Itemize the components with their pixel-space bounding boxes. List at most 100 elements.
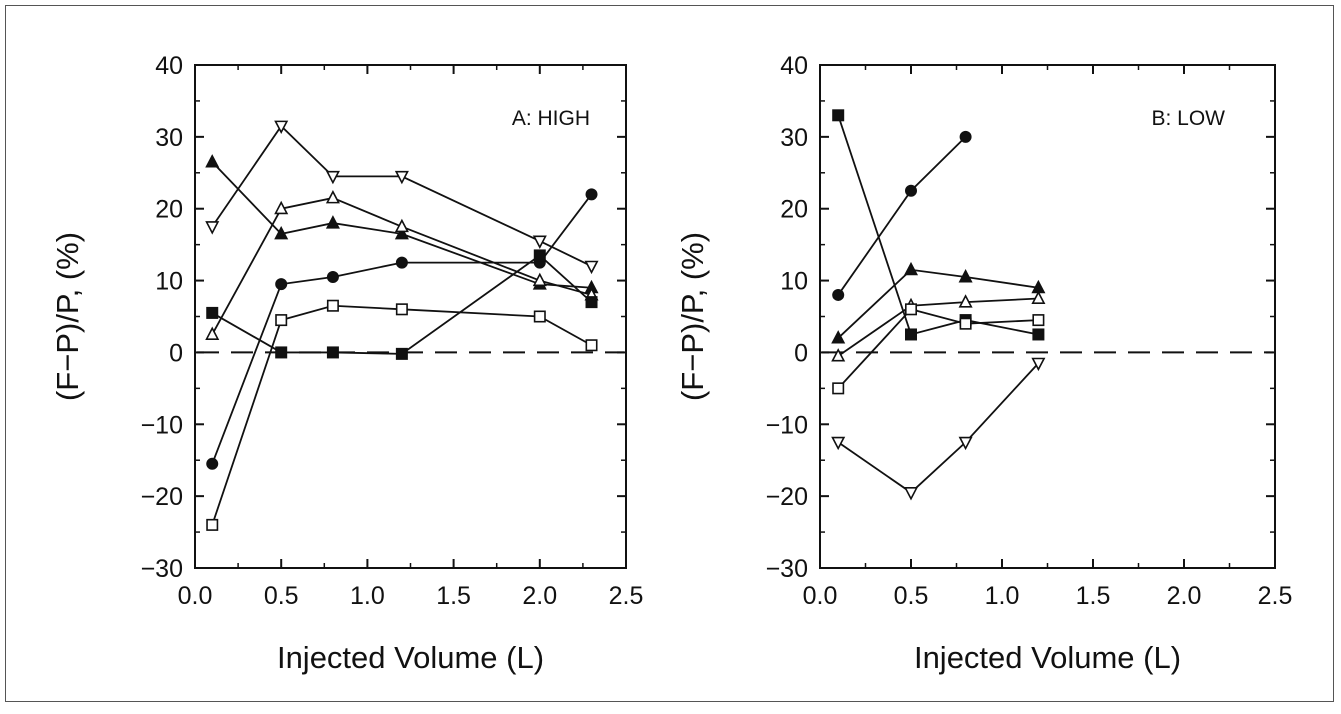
data-point-square-open (395, 303, 408, 316)
series-line-b-5 (837, 308, 1039, 389)
data-point-triangle-up-open (958, 294, 973, 308)
data-point-triangle-down-open (1031, 357, 1046, 372)
data-point-triangle-up-filled (903, 261, 919, 276)
data-point-square-open (959, 317, 972, 330)
data-point-square-filled (904, 328, 917, 341)
data-point-triangle-up-open (394, 218, 409, 233)
x-axis-label-a: Injected Volume (L) (277, 640, 544, 675)
figure-frame (5, 5, 1334, 702)
data-point-triangle-down-open (903, 487, 919, 501)
data-point-triangle-down-open (394, 170, 409, 185)
y-tick-label-b: 40 (780, 52, 808, 80)
data-point-circle-filled (275, 278, 288, 291)
series-line-b-2 (837, 115, 1039, 336)
y-tick-label-a: 30 (155, 124, 183, 152)
series-line-a-1 (211, 124, 592, 268)
data-point-triangle-down-open (325, 170, 340, 185)
data-point-circle-filled (206, 457, 219, 470)
data-point-square-filled (206, 306, 219, 319)
panel-annotation-b: B: LOW (1151, 107, 1225, 130)
data-point-triangle-down-open (274, 120, 289, 135)
series-b-5 (832, 303, 1045, 395)
data-point-square-filled (832, 109, 845, 122)
series-line-a-4 (211, 193, 593, 465)
data-point-triangle-down-open (205, 221, 220, 235)
series-b-6 (831, 357, 1046, 501)
data-point-square-filled (1032, 328, 1045, 341)
x-tick-label-b: 1.0 (985, 582, 1020, 610)
y-tick-label-a: 40 (155, 52, 183, 80)
series-a-1 (205, 120, 599, 275)
data-point-triangle-up-open (1031, 290, 1046, 305)
series-line-a-3 (211, 196, 592, 335)
data-point-triangle-down-open (584, 260, 599, 275)
data-point-triangle-up-filled (205, 154, 220, 168)
data-point-square-open (1032, 314, 1045, 327)
data-point-circle-filled (585, 188, 598, 201)
y-tick-label-b: 30 (780, 124, 808, 152)
data-point-triangle-up-open (274, 200, 289, 215)
x-tick-label-b: 1.5 (1076, 582, 1111, 610)
y-tick-label-b: −10 (766, 411, 808, 439)
series-a-6 (206, 249, 598, 360)
data-point-square-open (904, 303, 917, 316)
y-tick-label-a: 0 (169, 339, 183, 367)
y-tick-label-a: 20 (155, 196, 183, 224)
data-point-triangle-up-filled (325, 215, 340, 229)
data-point-triangle-up-open (831, 348, 846, 362)
data-point-triangle-up-open (325, 190, 340, 204)
data-point-square-open (326, 299, 339, 312)
series-line-a-6 (211, 254, 593, 355)
x-tick-label-a: 0.5 (264, 582, 299, 610)
data-point-triangle-down-open (831, 436, 846, 451)
data-point-triangle-up-open (205, 326, 220, 340)
x-tick-label-b: 2.0 (1167, 582, 1202, 610)
data-point-circle-filled (904, 184, 917, 197)
series-a-3 (205, 190, 599, 340)
data-point-square-open (275, 314, 288, 327)
data-point-triangle-up-open (532, 272, 547, 287)
y-tick-label-b: 20 (780, 196, 808, 224)
data-point-square-open (832, 382, 845, 395)
x-tick-label-a: 2.0 (522, 582, 557, 610)
y-tick-label-a: 10 (155, 268, 183, 296)
x-tick-label-a: 2.5 (609, 582, 644, 610)
series-a-4 (206, 188, 598, 470)
series-a-5 (206, 299, 598, 531)
y-tick-label-a: −10 (141, 411, 183, 439)
panel-b: 0.0 0.5 1.0 1.5 2.0 2.5 40 30 20 10 0 −10 −20 −30 Inje… (675, 52, 1292, 675)
y-tick-label-b: −30 (766, 555, 808, 583)
data-point-triangle-up-filled (831, 330, 846, 344)
x-tick-label-a: 1.5 (436, 582, 471, 610)
series-b-1 (832, 130, 972, 301)
series-line-b-6 (837, 362, 1040, 494)
series-line-a-5 (211, 304, 592, 526)
data-point-square-open (585, 339, 598, 352)
data-point-square-filled (585, 296, 598, 309)
data-point-triangle-up-filled (274, 225, 289, 240)
data-point-triangle-up-filled (958, 269, 973, 283)
y-axis-label-a: (F−P)/P, (%) (50, 232, 85, 401)
x-tick-label-b: 0.5 (894, 582, 929, 610)
x-tick-label-a: 1.0 (350, 582, 385, 610)
data-point-square-open (206, 518, 219, 531)
series-a-2 (205, 154, 599, 294)
series-line-b-3 (837, 268, 1039, 339)
x-tick-label-a: 0.0 (178, 582, 213, 610)
data-point-square-filled (533, 249, 546, 262)
data-point-circle-filled (395, 256, 408, 269)
data-point-square-filled (395, 347, 408, 360)
data-point-triangle-up-filled (394, 225, 409, 240)
data-point-circle-filled (959, 130, 972, 143)
x-axis-label-b: Injected Volume (L) (914, 640, 1181, 675)
y-tick-label-b: 0 (794, 339, 808, 367)
data-point-square-filled (326, 346, 339, 359)
panel-a: 0.0 0.5 1.0 1.5 2.0 2.5 40 30 20 10 0 −10 −20 −30 Inje… (50, 52, 643, 675)
y-tick-label-a: −20 (141, 483, 183, 511)
data-point-circle-filled (832, 288, 845, 301)
x-tick-label-b: 0.0 (803, 582, 838, 610)
data-point-triangle-down-open (532, 235, 547, 249)
y-tick-label-b: −20 (766, 483, 808, 511)
